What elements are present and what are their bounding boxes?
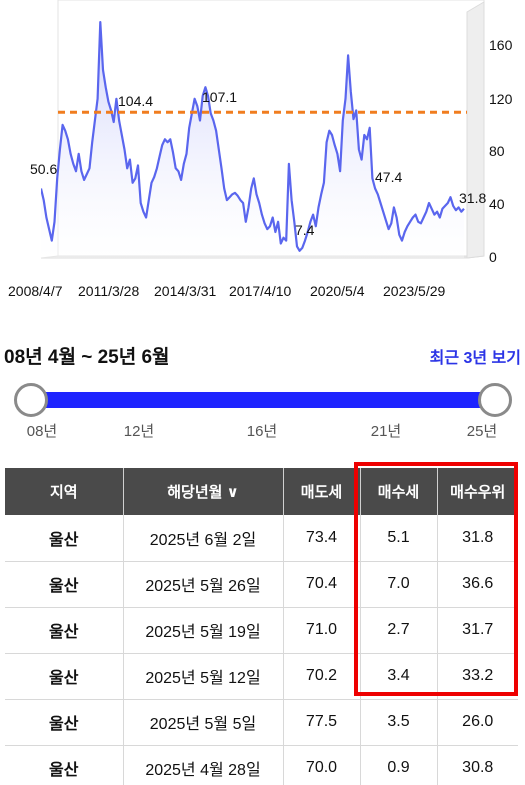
cell-region: 울산 (5, 607, 124, 654)
cell-date: 2025년 5월 12일 (123, 653, 284, 700)
cell-date: 2025년 5월 5일 (123, 699, 284, 746)
cell-region: 울산 (5, 561, 124, 608)
cell-buy: 3.4 (360, 653, 438, 700)
cell-date: 2025년 5월 26일 (123, 561, 284, 608)
x-tick-label: 2023/5/29 (383, 283, 445, 299)
date-range-row: 08년 4월 ~ 25년 6월 최근 3년 보기 (0, 338, 525, 372)
cell-sell: 77.5 (283, 699, 361, 746)
cell-date: 2025년 4월 28일 (123, 745, 284, 785)
cell-date: 2025년 6월 2일 (123, 515, 284, 562)
y-tick-label: 80 (489, 143, 505, 159)
data-label: 47.4 (375, 169, 402, 185)
cell-region: 울산 (5, 745, 124, 785)
cell-sell: 73.4 (283, 515, 361, 562)
cell-date: 2025년 5월 19일 (123, 607, 284, 654)
chart-svg: 50.6 104.4 107.1 7.4 47.4 31.8 2008/4/7 2011/3… (8, 0, 513, 299)
cell-buy-advantage: 33.2 (437, 653, 518, 700)
cell-buy-advantage: 36.6 (437, 561, 518, 608)
table-row: 울산 2025년 5월 19일 71.0 2.7 31.7 (5, 607, 518, 654)
header-buy-advantage: 매수우위 (437, 468, 518, 515)
x-tick-label: 2020/5/4 (310, 283, 365, 299)
cell-buy: 2.7 (360, 607, 438, 654)
header-buy: 매수세 (360, 468, 438, 515)
data-label: 7.4 (295, 222, 315, 238)
cell-region: 울산 (5, 653, 124, 700)
cell-buy-advantage: 31.8 (437, 515, 518, 562)
header-sell: 매도세 (283, 468, 361, 515)
market-table: 지역 해당년월 ∨ 매도세 매수세 매수우위 울산 2025년 6월 2일 73… (5, 468, 518, 785)
cell-buy: 3.5 (360, 699, 438, 746)
slider-tick-label: 12년 (123, 423, 155, 440)
x-tick-label: 2014/3/31 (154, 283, 216, 299)
table-row: 울산 2025년 4월 28일 70.0 0.9 30.8 (5, 745, 518, 785)
cell-sell: 70.2 (283, 653, 361, 700)
plot-right-wall (466, 1, 485, 259)
y-tick-label: 0 (489, 249, 497, 265)
table-header-row: 지역 해당년월 ∨ 매도세 매수세 매수우위 (5, 468, 518, 515)
data-label: 107.1 (202, 89, 237, 105)
cell-buy-advantage: 26.0 (437, 699, 518, 746)
chart-area: 50.6 104.4 107.1 7.4 47.4 31.8 2008/4/7 2011/3… (0, 0, 525, 310)
header-region: 지역 (5, 468, 124, 515)
cell-buy-advantage: 30.8 (437, 745, 518, 785)
y-tick-label: 120 (489, 91, 513, 107)
header-date-sort[interactable]: 해당년월 ∨ (123, 468, 284, 515)
slider-tick-label: 21년 (370, 423, 402, 440)
cell-region: 울산 (5, 699, 124, 746)
cell-sell: 70.0 (283, 745, 361, 785)
recent-3-years-link[interactable]: 최근 3년 보기 (429, 350, 521, 367)
table-row: 울산 2025년 5월 12일 70.2 3.4 33.2 (5, 653, 518, 700)
y-tick-label: 40 (489, 196, 505, 212)
x-tick-label: 2011/3/28 (78, 283, 139, 299)
cell-buy-advantage: 31.7 (437, 607, 518, 654)
table-row: 울산 2025년 5월 26일 70.4 7.0 36.6 (5, 561, 518, 608)
series-area (41, 22, 464, 258)
slider-tick-label: 08년 (26, 423, 58, 440)
slider-tick-label: 25년 (466, 423, 498, 440)
table-row: 울산 2025년 5월 5일 77.5 3.5 26.0 (5, 699, 518, 746)
data-label: 50.6 (30, 161, 57, 177)
slider-end-handle[interactable] (478, 383, 512, 417)
y-tick-label: 160 (489, 37, 513, 53)
cell-sell: 71.0 (283, 607, 361, 654)
cell-region: 울산 (5, 515, 124, 562)
slider-tick-label: 16년 (246, 423, 278, 440)
data-label: 31.8 (459, 190, 486, 206)
year-range-slider[interactable]: 08년 12년 16년 21년 25년 (0, 382, 525, 442)
x-tick-label: 2017/4/10 (229, 283, 291, 299)
cell-buy: 5.1 (360, 515, 438, 562)
cell-sell: 70.4 (283, 561, 361, 608)
slider-start-handle[interactable] (14, 383, 48, 417)
x-tick-label: 2008/4/7 (8, 283, 63, 299)
cell-buy: 7.0 (360, 561, 438, 608)
date-range-title: 08년 4월 ~ 25년 6월 (4, 347, 170, 368)
cell-buy: 0.9 (360, 745, 438, 785)
data-label: 104.4 (118, 93, 153, 109)
table-row: 울산 2025년 6월 2일 73.4 5.1 31.8 (5, 515, 518, 562)
slider-track[interactable] (31, 392, 495, 408)
